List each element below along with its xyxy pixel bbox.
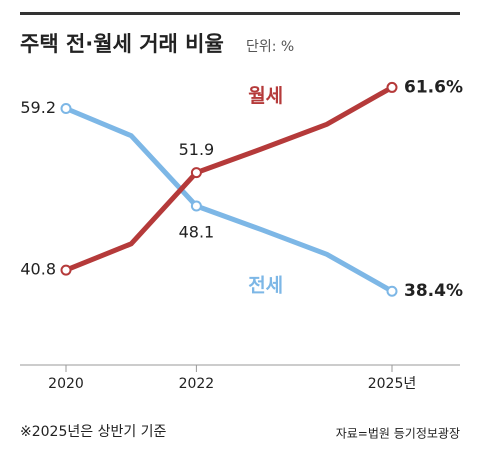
x-tick-label: 2025년 bbox=[368, 376, 417, 392]
point bbox=[386, 285, 398, 297]
point bbox=[190, 200, 202, 212]
x-tick-label: 2022 bbox=[179, 376, 215, 392]
data-label: 61.6% bbox=[404, 77, 463, 97]
point bbox=[190, 167, 202, 179]
chart-title: 주택 전·월세 거래 비율 bbox=[20, 32, 224, 56]
point bbox=[60, 264, 72, 276]
source: 자료=법원 등기정보광장 bbox=[336, 427, 460, 441]
data-label: 51.9 bbox=[179, 140, 215, 159]
data-label: 40.8 bbox=[20, 260, 56, 279]
x-tick-label: 2020 bbox=[48, 376, 84, 392]
footnote: ※2025년은 상반기 기준 bbox=[20, 424, 167, 440]
point bbox=[60, 103, 72, 115]
data-label: 59.2 bbox=[20, 98, 56, 117]
top-rule bbox=[20, 12, 460, 15]
data-label: 38.4% bbox=[404, 281, 463, 301]
chart-subtitle: 단위: % bbox=[246, 39, 294, 55]
point bbox=[386, 81, 398, 93]
series-name: 월세 bbox=[248, 85, 283, 107]
series-name: 전세 bbox=[248, 275, 283, 297]
series-line bbox=[65, 85, 394, 273]
series-line bbox=[65, 106, 394, 294]
data-label: 48.1 bbox=[179, 223, 215, 242]
